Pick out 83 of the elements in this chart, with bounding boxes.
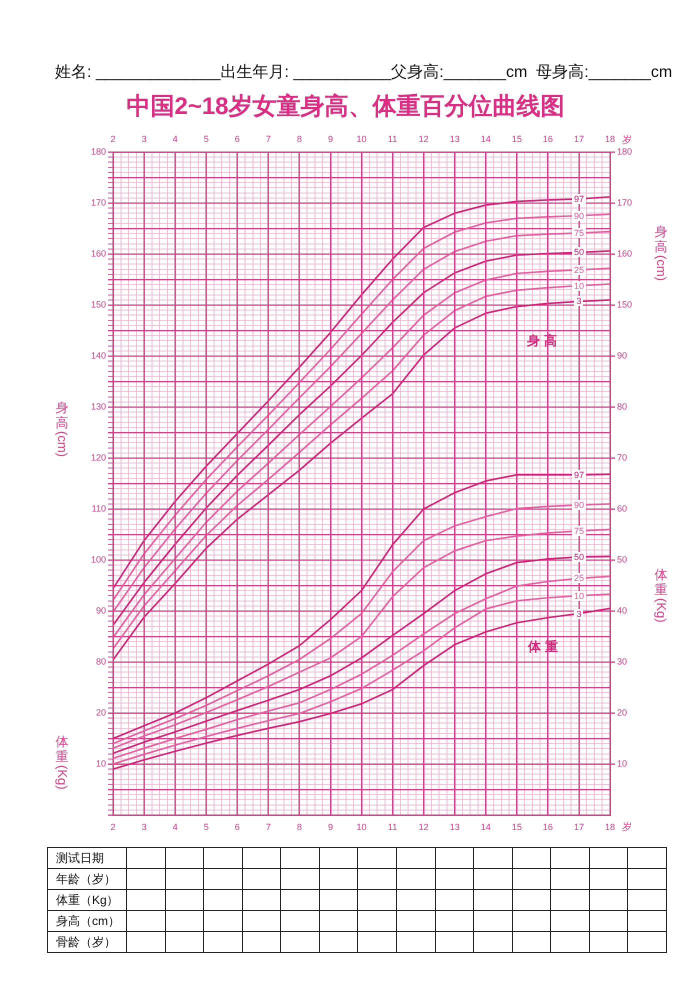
record-table: 测试日期 年龄（岁） 体重（Kg） 身高（cm） 骨龄（岁） (47, 847, 667, 953)
x-tick-label: 11 (388, 822, 398, 832)
x-tick-label: 3 (142, 822, 147, 832)
y2-tick-label: 80 (617, 401, 628, 412)
y-tick-label: 100 (90, 554, 106, 564)
y2-tick-label: 10 (617, 758, 628, 768)
x-tick-label: 14 (480, 822, 491, 832)
x-tick-label: 18 (604, 822, 616, 832)
x2-tick-label: 8 (296, 134, 302, 144)
x2-tick-label: 5 (204, 134, 209, 144)
x2-tick-label: 15 (512, 134, 522, 144)
y2-tick-label: 70 (617, 452, 628, 462)
series-label: 25 (572, 264, 586, 275)
series-label: 3 (574, 608, 584, 619)
x2-tick-label: 11 (388, 134, 398, 144)
x-tick-label: 2 (110, 822, 116, 832)
series-label: 25 (572, 573, 586, 584)
x-tick-label: 10 (356, 822, 367, 832)
x2-tick-label: 10 (356, 134, 367, 144)
x2-axis-title: 岁 (622, 134, 632, 146)
x2-tick-label: 13 (450, 134, 460, 144)
x-axis-title: 岁 (622, 822, 632, 832)
x2-tick-label: 17 (574, 134, 584, 144)
x-tick-label: 12 (418, 822, 429, 832)
series-label: 10 (572, 280, 586, 291)
y2-axis-title: 身高(cm) (654, 224, 668, 280)
y-tick-label: 120 (90, 452, 106, 462)
y-axis-title: 体重(Kg) (54, 734, 70, 790)
y-tick-label: 20 (96, 707, 106, 718)
y-tick-label: 140 (90, 350, 106, 360)
x2-tick-label: 7 (266, 134, 271, 144)
x2-tick-label: 12 (418, 134, 429, 144)
x-tick-label: 13 (450, 822, 460, 832)
chart-title: 中国2~18岁女童身高、体重百分位曲线图 (125, 93, 566, 121)
y-tick-label: 160 (90, 248, 106, 258)
y-tick-label: 10 (96, 758, 106, 768)
x-tick-label: 4 (172, 822, 178, 832)
y2-tick-label: 30 (617, 656, 628, 666)
y2-tick-label: 160 (617, 248, 632, 258)
x-tick-label: 8 (296, 822, 302, 832)
series-label: 90 (572, 500, 586, 510)
x2-tick-label: 18 (604, 134, 616, 144)
y2-tick-label: 180 (617, 146, 632, 156)
x2-tick-label: 6 (234, 134, 240, 144)
series-label: 3 (574, 296, 584, 306)
series-label: 10 (572, 590, 586, 601)
y2-tick-label: 50 (617, 554, 628, 564)
y-tick-label: 110 (92, 503, 106, 514)
x2-tick-label: 9 (328, 134, 333, 144)
x2-tick-label: 3 (142, 134, 147, 144)
x-tick-label: 17 (574, 822, 584, 832)
y2-tick-label: 90 (617, 350, 628, 360)
text: 姓名: ______________出生年月: ___________父身高:_______cm 母身高:_______cm (55, 63, 672, 83)
series-label: 75 (572, 228, 586, 238)
series-label: 50 (572, 552, 586, 562)
x-tick-label: 15 (512, 822, 522, 832)
y2-tick-label: 150 (617, 299, 632, 310)
x2-tick-label: 4 (172, 134, 178, 144)
x2-tick-label: 16 (542, 134, 553, 144)
y-tick-label: 180 (90, 146, 106, 156)
y-tick-label: 80 (96, 656, 106, 666)
y-tick-label: 150 (90, 299, 106, 310)
y2-tick-label: 40 (617, 605, 628, 616)
x-tick-label: 5 (204, 822, 209, 832)
y-axis-title: 身高(cm) (54, 400, 70, 456)
series-label: 75 (572, 526, 586, 536)
x2-tick-label: 2 (110, 134, 116, 144)
y2-tick-label: 170 (617, 197, 632, 208)
y-tick-label: 170 (90, 197, 106, 208)
x-tick-label: 9 (328, 822, 333, 832)
x-tick-label: 6 (234, 822, 240, 832)
y2-tick-label: 60 (617, 503, 628, 514)
x2-tick-label: 14 (480, 134, 491, 144)
series-label: 90 (572, 210, 586, 221)
x-tick-label: 7 (266, 822, 271, 832)
series-label: 50 (572, 247, 586, 258)
y-tick-label: 130 (90, 401, 106, 412)
y2-tick-label: 20 (617, 707, 628, 718)
y2-axis-title: 体重(Kg) (654, 567, 668, 623)
y-tick-label: 90 (96, 605, 106, 616)
x-tick-label: 16 (542, 822, 553, 832)
series-label: 97 (572, 194, 586, 204)
series-label: 97 (572, 470, 586, 480)
